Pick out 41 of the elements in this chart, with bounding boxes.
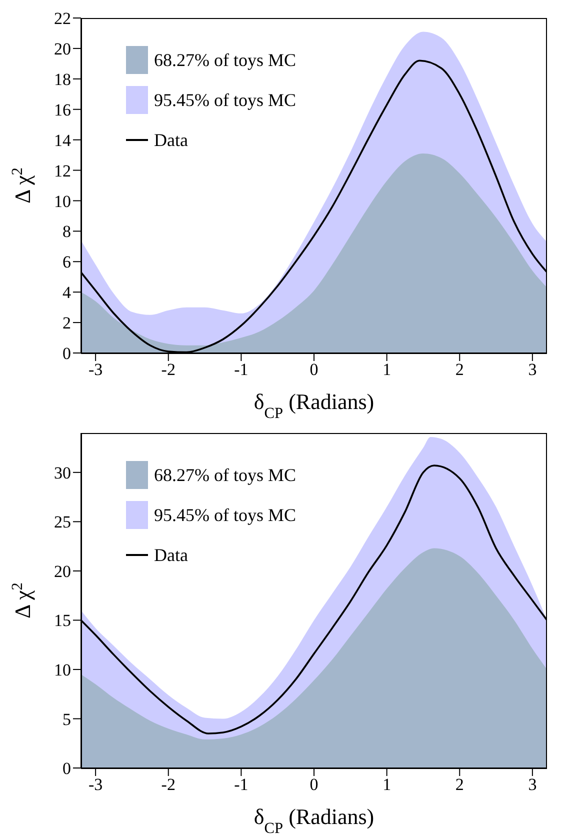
x-tick-label: -2 [161, 775, 176, 794]
x-tick-label: 1 [382, 775, 392, 794]
y-tick-label: 16 [54, 100, 71, 120]
y-tick-label: 20 [54, 39, 71, 58]
y-tick-label: 0 [62, 759, 71, 778]
x-tick-label: 3 [528, 360, 537, 380]
y-tick-label: 5 [62, 710, 71, 729]
x-tick-label: -2 [161, 360, 176, 380]
legend-label: 95.45% of toys MC [154, 90, 296, 110]
y-tick-label: 14 [54, 130, 72, 150]
x-tick-label: 3 [528, 775, 537, 794]
x-tick-label: -1 [234, 360, 248, 380]
legend-label: Data [154, 130, 188, 150]
y-tick-label: 30 [54, 463, 71, 482]
y-tick-label: 6 [62, 252, 71, 272]
x-tick-label: -1 [234, 775, 248, 794]
y-tick-label: 8 [62, 222, 71, 242]
x-tick-label: -3 [88, 360, 103, 380]
x-tick-label: 0 [310, 360, 318, 380]
x-tick-label: 2 [455, 775, 464, 794]
y-tick-label: 18 [54, 70, 71, 89]
legend-label: 68.27% of toys MC [154, 464, 296, 486]
legend-label: 68.27% of toys MC [154, 50, 296, 70]
y-tick-label: 25 [54, 512, 71, 532]
legend-label: 95.45% of toys MC [154, 504, 296, 526]
y-tick-label: 10 [54, 660, 71, 680]
x-tick-label: 0 [310, 775, 318, 794]
y-tick-label: 22 [54, 9, 71, 28]
legend-label: Data [154, 544, 188, 566]
y-tick-label: 12 [54, 161, 71, 180]
x-tick-label: -3 [88, 775, 103, 794]
x-axis-title: δ$_{CP}$ (Radians) [254, 804, 374, 835]
y-tick-label: 10 [54, 192, 71, 211]
y-tick-label: 20 [54, 562, 71, 581]
x-axis-title: δ$_{CP}$ (Radians) [254, 389, 374, 422]
y-tick-label: 2 [62, 314, 71, 333]
y-tick-label: 0 [62, 344, 71, 364]
y-tick-label: 4 [62, 283, 72, 302]
x-tick-label: 2 [455, 360, 464, 380]
y-tick-label: 15 [54, 611, 71, 630]
x-tick-label: 1 [382, 360, 392, 380]
